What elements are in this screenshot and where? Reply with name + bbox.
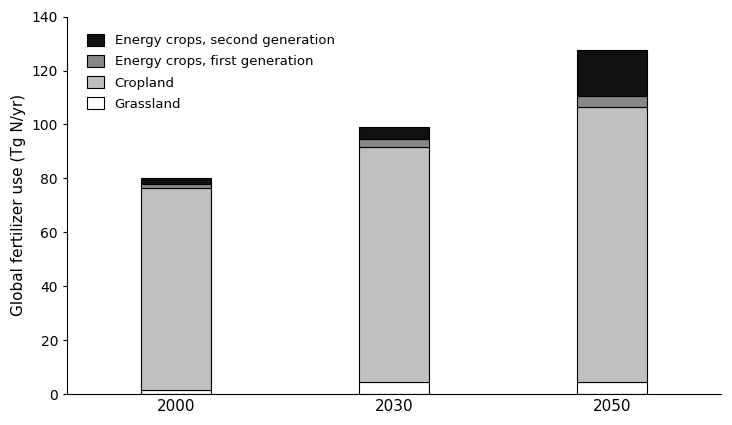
Bar [577,50,647,96]
Bar [359,127,429,139]
Bar [141,178,211,184]
Bar [359,382,429,394]
Bar [577,96,647,107]
Y-axis label: Global fertilizer use (Tg N/yr): Global fertilizer use (Tg N/yr) [11,94,26,316]
Legend: Energy crops, second generation, Energy crops, first generation, Cropland, Grass: Energy crops, second generation, Energy … [81,27,341,117]
Bar [141,390,211,394]
Bar [359,147,429,382]
Bar [359,139,429,147]
Bar [577,382,647,394]
Bar [141,184,211,188]
Bar [577,107,647,382]
Bar [141,188,211,390]
